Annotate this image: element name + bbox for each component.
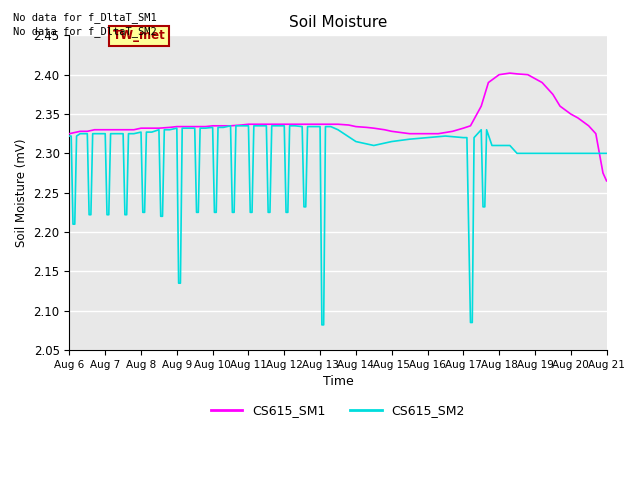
Title: Soil Moisture: Soil Moisture <box>289 15 387 30</box>
Y-axis label: Soil Moisture (mV): Soil Moisture (mV) <box>15 138 28 247</box>
Text: TW_met: TW_met <box>113 29 165 42</box>
Legend: CS615_SM1, CS615_SM2: CS615_SM1, CS615_SM2 <box>206 399 470 422</box>
Text: No data for f_DltaT_SM1
No data for f_DltaT_SM2: No data for f_DltaT_SM1 No data for f_Dl… <box>13 12 157 37</box>
X-axis label: Time: Time <box>323 375 353 388</box>
